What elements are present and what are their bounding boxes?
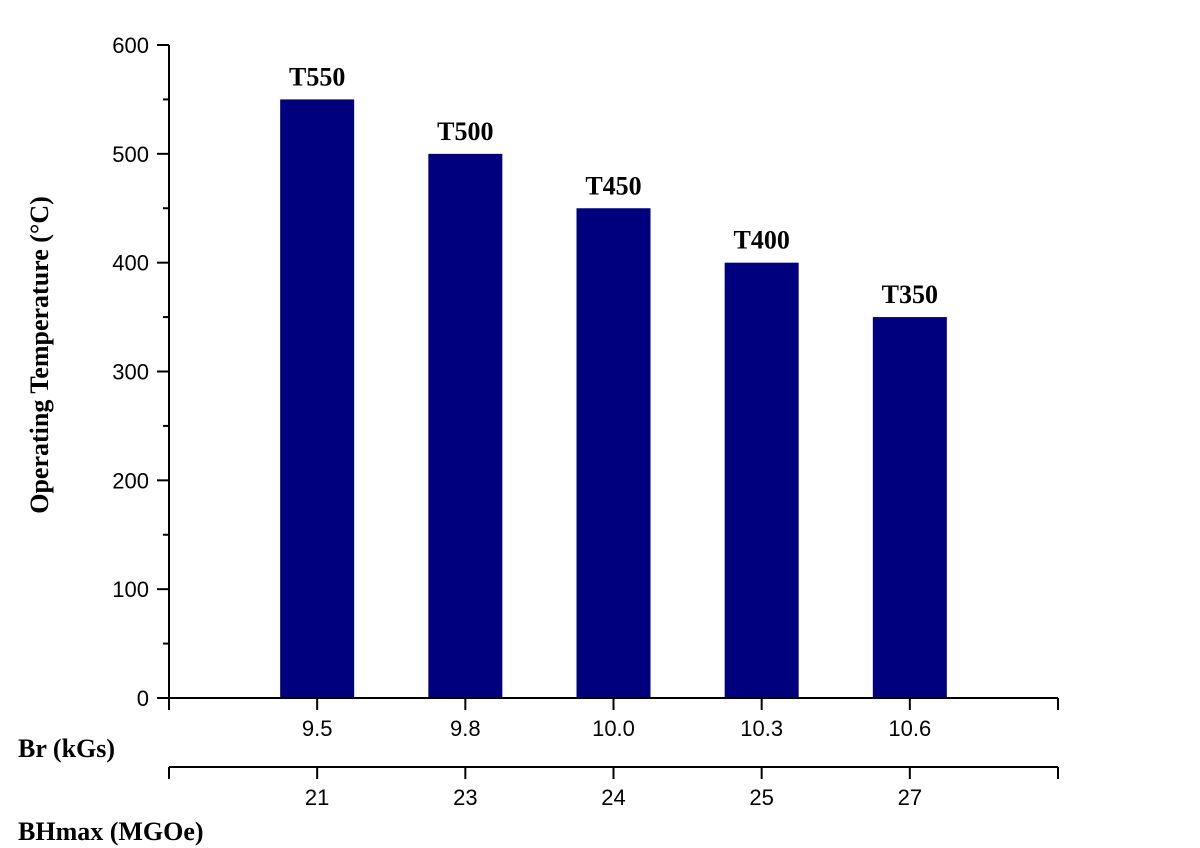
x-tick-label: 27 <box>898 785 922 810</box>
x-tick-label: 9.8 <box>450 716 481 741</box>
y-tick-label: 0 <box>137 686 149 711</box>
x-tick-label: 25 <box>749 785 773 810</box>
y-tick-label: 300 <box>112 360 149 385</box>
x-tick-label: 24 <box>601 785 625 810</box>
y-tick-label: 200 <box>112 468 149 493</box>
bars: T550 T500 T450 T400 T350 <box>280 62 947 699</box>
x-tick-label: 23 <box>453 785 477 810</box>
x-axes: 9.5 9.8 10.0 10.3 10.6 21 23 24 25 27 <box>168 697 1059 810</box>
x-tick-label: 9.5 <box>302 716 333 741</box>
bar-label: T550 <box>289 62 345 91</box>
bar-label: T500 <box>437 117 493 146</box>
bar <box>576 208 651 698</box>
bar-label: T450 <box>585 171 641 200</box>
bar <box>724 262 799 698</box>
bar <box>280 99 355 698</box>
x-tick-label: 21 <box>305 785 329 810</box>
y-tick-label: 500 <box>112 142 149 167</box>
x-tick-label: 10.0 <box>592 716 635 741</box>
bar <box>428 153 503 699</box>
y-tick-label: 100 <box>112 577 149 602</box>
br-axis-title: Br (kGs) <box>18 734 115 763</box>
x-tick-label: 10.3 <box>740 716 783 741</box>
bhmax-axis-title: BHmax (MGOe) <box>18 817 204 846</box>
bar <box>872 317 947 698</box>
y-axis-title: Operating Temperature (°C) <box>25 196 54 514</box>
y-axis: 0 100 200 300 400 500 600 <box>112 33 170 711</box>
bar-label: T400 <box>733 226 789 255</box>
y-tick-label: 400 <box>112 251 149 276</box>
x-tick-label: 10.6 <box>888 716 931 741</box>
bar-label: T350 <box>882 280 938 309</box>
y-tick-label: 600 <box>112 33 149 58</box>
